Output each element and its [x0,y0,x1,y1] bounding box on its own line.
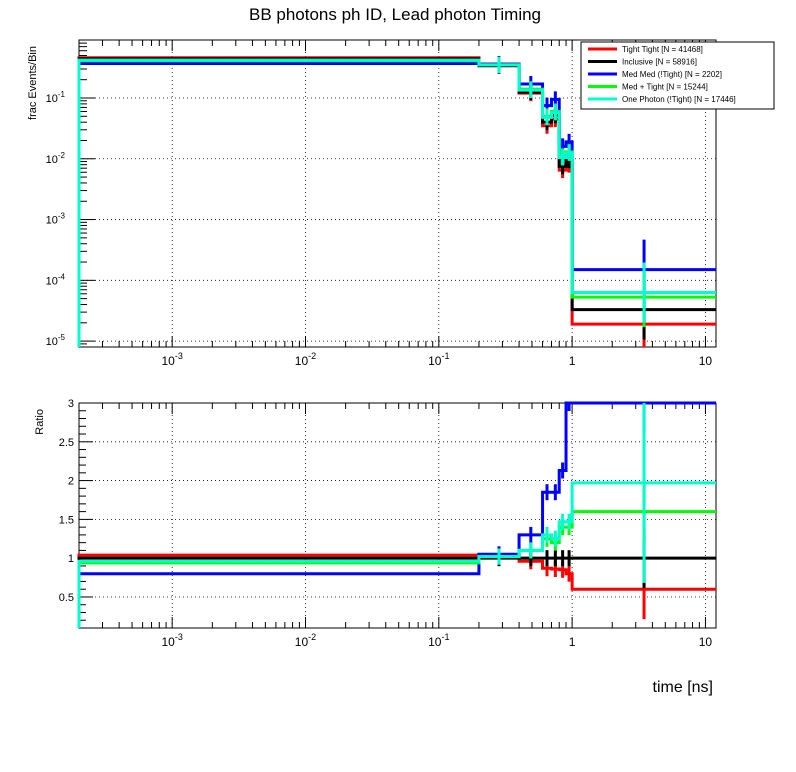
x-tick-label: 10-2 [295,632,316,649]
y-tick-label: 0.5 [59,592,74,604]
y-tick-label: 10-4 [46,272,66,287]
series-one-photon-tight-n-17446 [77,56,716,347]
y-tick-label: 2 [68,476,74,488]
x-tick-label: 10-3 [161,632,182,649]
x-tick-label: 10 [699,354,713,368]
y-tick-label: 1.5 [59,514,74,526]
legend-entry: Inclusive [N = 58916] [588,58,697,67]
x-tick-label: 10-1 [428,351,449,368]
series-line [77,510,716,628]
y-axis-title: Ratio [34,409,46,435]
legend-label: One Photon (!Tight) [N = 17446] [622,95,736,104]
y-tick-label: 10-5 [46,333,66,348]
legend-entry: Med + Tight [N = 15244] [588,83,708,92]
y-axis-title: frac Events/Bin [27,46,39,120]
ratio-panel: 10-3 10-2 10-1 1 10 0.5 1 1.5 2 2.5 3 Ratio [34,398,717,649]
y-tick-label: 10-3 [46,212,66,227]
chart-title: BB photons ph ID, Lead photon Timing [249,5,541,24]
legend-label: Inclusive [N = 58916] [622,58,697,67]
x-tick-label: 10-3 [161,351,182,368]
series-inclusive-n-58916 [77,528,716,628]
series-one-photon-tight-n-17446 [77,403,716,628]
series-line [77,553,716,628]
legend-entry: Med Med (!Tight) [N = 2202] [588,70,722,79]
legend-entry: One Photon (!Tight) [N = 17446] [588,95,736,104]
x-axis-title: time [ns] [653,679,713,696]
x-tick-label: 1 [569,354,576,368]
legend-label: Tight Tight [N = 41468] [622,45,703,54]
legend-label: Med Med (!Tight) [N = 2202] [622,70,722,79]
top-panel: 10-3 10-2 10-1 1 10 10-5 10-4 10-3 10-2 10-1 frac … [27,39,717,368]
x-tick-label: 10-1 [428,632,449,649]
x-tick-label: 10-2 [295,351,316,368]
x-tick-label: 10 [699,635,713,649]
x-tick-label: 1 [569,635,576,649]
legend-entry: Tight Tight [N = 41468] [588,45,703,54]
y-tick-label: 3 [68,398,74,410]
legend: Tight Tight [N = 41468] Inclusive [N = 58… [580,41,775,110]
y-tick-label: 2.5 [59,437,74,449]
series-line [77,401,716,628]
legend-label: Med + Tight [N = 15244] [622,83,708,92]
series-line [77,556,716,628]
series-med-med-tight-n-2202 [77,401,716,628]
bottom-frame [78,402,717,629]
y-tick-label: 10-2 [46,151,66,166]
y-tick-label: 10-1 [46,90,66,105]
y-tick-label: 1 [68,553,74,565]
